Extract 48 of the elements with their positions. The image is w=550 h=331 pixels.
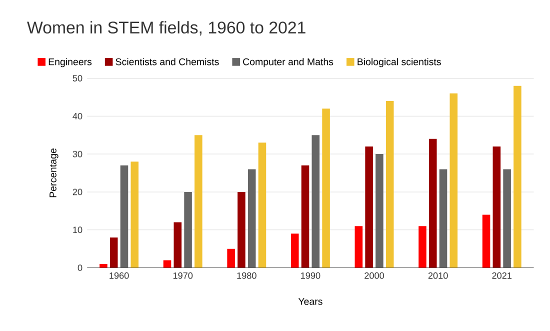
bar xyxy=(184,192,192,268)
y-tick-label: 50 xyxy=(72,74,82,82)
bar xyxy=(439,169,448,268)
y-tick-label: 30 xyxy=(72,150,82,158)
bar xyxy=(248,169,256,268)
bar xyxy=(100,264,108,268)
bar xyxy=(376,154,384,268)
y-tick-label: 10 xyxy=(73,226,82,234)
y-tick-label: 0 xyxy=(78,264,82,271)
bar xyxy=(503,169,511,268)
bar xyxy=(386,100,394,268)
x-tick-label: 2000 xyxy=(364,272,384,279)
bar xyxy=(194,135,202,268)
bar xyxy=(322,108,330,268)
legend-label: Engineers xyxy=(48,58,92,68)
x-tick-label: 1970 xyxy=(173,272,193,279)
bar xyxy=(365,146,373,268)
bar xyxy=(110,237,118,268)
bar xyxy=(301,165,310,268)
x-tick-label: 1960 xyxy=(110,272,129,279)
bar xyxy=(450,93,458,268)
bar xyxy=(258,142,266,268)
bar xyxy=(492,146,501,268)
x-tick-label: 2010 xyxy=(428,272,448,279)
y-tick-label: 20 xyxy=(72,188,82,196)
bar xyxy=(312,135,320,268)
bar xyxy=(227,248,235,268)
legend-label: Biological scientists xyxy=(358,58,441,68)
x-tick-label: 2021 xyxy=(492,272,512,279)
chart-title: Women in STEM fields, 1960 to 2021 xyxy=(27,21,306,36)
bar xyxy=(514,86,522,268)
bar xyxy=(290,234,299,268)
bar xyxy=(163,260,172,268)
legend-label: Scientists and Chemists xyxy=(116,58,219,66)
bar xyxy=(174,222,182,268)
y-tick-label: 40 xyxy=(72,112,82,120)
x-tick-label: 1980 xyxy=(237,272,256,279)
bar xyxy=(120,165,128,268)
y-axis-title: Percentage xyxy=(50,148,58,198)
x-tick-label: 1990 xyxy=(301,272,320,279)
bar xyxy=(428,138,437,268)
x-axis-title: Years xyxy=(298,298,322,305)
bar xyxy=(130,162,139,268)
bar xyxy=(238,192,246,268)
legend-label: Computer and Maths xyxy=(243,58,334,68)
bar xyxy=(418,226,426,268)
bar xyxy=(482,214,490,268)
bar xyxy=(354,226,363,268)
